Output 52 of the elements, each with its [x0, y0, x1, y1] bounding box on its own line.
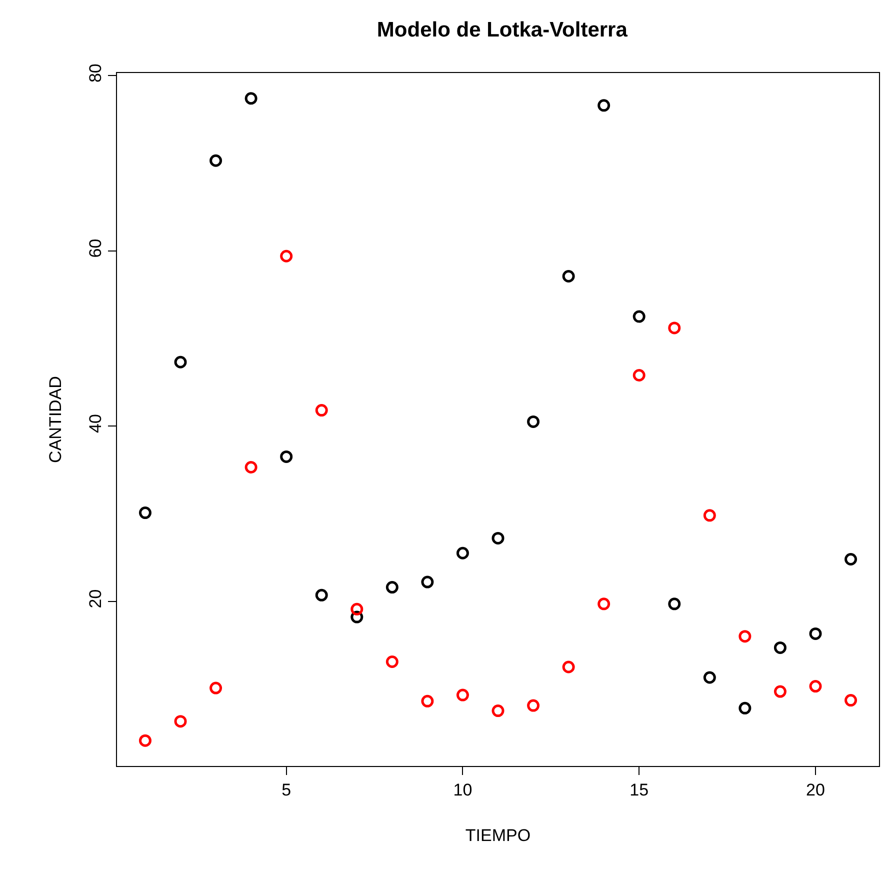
point: [809, 627, 822, 640]
point: [774, 641, 786, 654]
point: [174, 356, 187, 368]
x-tick-label: 10: [453, 780, 472, 800]
x-tick-label: 5: [282, 780, 292, 800]
point: [315, 404, 328, 417]
point: [738, 630, 752, 643]
point: [668, 322, 681, 334]
point: [386, 581, 398, 594]
point: [668, 598, 681, 610]
point: [210, 154, 222, 167]
point: [492, 532, 504, 544]
point: [774, 685, 786, 698]
point: [598, 99, 610, 112]
point: [138, 506, 152, 520]
point: [280, 250, 293, 262]
point: [562, 660, 575, 674]
point: [174, 715, 187, 728]
point: [315, 588, 328, 602]
point: [386, 655, 398, 668]
point: [492, 704, 504, 718]
point: [844, 694, 858, 707]
point: [456, 688, 469, 702]
y-tick-label: 80: [86, 64, 106, 83]
point: [350, 602, 364, 616]
point: [244, 461, 258, 474]
point: [456, 546, 469, 560]
point: [244, 92, 258, 105]
chart-title: Modelo de Lotka-Volterra: [376, 18, 628, 42]
point: [280, 450, 293, 463]
point: [809, 680, 822, 693]
x-tick-label: 20: [806, 780, 825, 800]
point: [527, 415, 540, 428]
point: [738, 702, 752, 714]
x-axis-title: TIEMPO: [465, 826, 531, 845]
point: [562, 270, 575, 283]
point: [632, 310, 646, 323]
x-tick-label: 15: [630, 780, 649, 800]
point: [138, 734, 152, 747]
point: [421, 694, 434, 708]
point: [527, 699, 540, 712]
y-axis-title: CANTIDAD: [46, 376, 65, 463]
point: [844, 552, 858, 566]
point: [703, 509, 716, 522]
y-tick-label: 20: [86, 589, 106, 608]
point: [632, 369, 646, 382]
y-tick-label: 40: [86, 414, 106, 433]
point: [598, 598, 610, 610]
y-tick-label: 60: [86, 238, 106, 258]
point: [703, 671, 716, 684]
point: [210, 682, 222, 694]
point: [421, 576, 434, 588]
